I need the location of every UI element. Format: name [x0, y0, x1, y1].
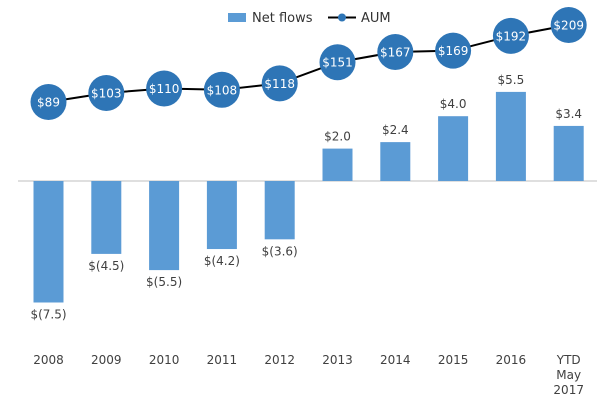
aum-marker [146, 70, 183, 107]
bar-value-label: $4.0 [440, 97, 467, 111]
x-tick-label: 2016 [496, 353, 527, 367]
x-axis: 2008 2009 2010 2011 2012 2013 2014 2015 2016 YTDM… [33, 353, 584, 397]
legend: Net flows AUM [228, 11, 391, 26]
x-tick-label: 2008 [33, 353, 64, 367]
aum-marker [261, 65, 298, 102]
x-tick-label: May [556, 368, 581, 382]
aum-value-label: $108 [207, 83, 238, 97]
aum-value-label: $167 [380, 45, 411, 59]
aum-marker [319, 44, 356, 81]
bar-net-flows [33, 181, 64, 303]
x-tick-label: 2015 [438, 353, 469, 367]
x-tick-label: 2014 [380, 353, 411, 367]
aum-marker [203, 71, 240, 108]
bars [33, 91, 584, 303]
bar-labels: $(7.5) $(4.5) $(5.5) $(4.2) $(3.6) $2.0 $2.4 $4… [30, 73, 582, 322]
x-tick-label: 2010 [149, 353, 180, 367]
bar-value-label: $3.4 [555, 107, 582, 121]
bar-net-flows [91, 181, 122, 254]
aum-series: $89 $103 $110 $108 $118 $151 $167 $169 $192 $209 [30, 7, 587, 120]
x-tick-label: 2011 [207, 353, 238, 367]
aum-marker [492, 17, 529, 54]
aum-value-label: $118 [264, 77, 295, 91]
aum-marker [550, 7, 587, 43]
aum-value-label: $192 [496, 29, 527, 43]
legend-marker-aum [338, 13, 346, 22]
bar-value-label: $2.4 [382, 123, 409, 137]
bar-value-label: $5.5 [498, 73, 525, 87]
bar-net-flows [553, 125, 584, 181]
aum-marker [30, 84, 67, 120]
aum-value-label: $89 [37, 96, 60, 110]
aum-line [48, 24, 569, 103]
legend-label-aum: AUM [361, 11, 391, 26]
aum-marker [88, 75, 125, 112]
bar-value-label: $(3.6) [262, 244, 298, 258]
bar-value-label: $(4.5) [88, 259, 124, 273]
x-tick-label: 2013 [322, 353, 353, 367]
bar-net-flows [495, 91, 526, 181]
x-tick-label: 2012 [264, 353, 295, 367]
bar-net-flows [149, 181, 180, 271]
bar-net-flows [438, 116, 469, 181]
bar-value-label: $(4.2) [204, 254, 240, 268]
bar-value-label: $2.0 [324, 130, 351, 144]
aum-value-label: $110 [149, 82, 180, 96]
aum-value-label: $151 [322, 56, 353, 70]
aum-value-label: $169 [438, 44, 469, 58]
bar-net-flows [206, 181, 237, 250]
aum-marker [377, 33, 414, 70]
bar-net-flows [322, 148, 353, 181]
x-tick-label: 2009 [91, 353, 122, 367]
x-tick-label: YTD [556, 353, 581, 367]
x-tick-label: 2017 [553, 383, 584, 397]
legend-label-net-flows: Net flows [252, 11, 313, 26]
bar-net-flows [264, 181, 295, 240]
aum-marker [435, 32, 472, 69]
bar-value-label: $(5.5) [146, 275, 182, 289]
aum-value-label: $103 [91, 87, 122, 101]
bar-net-flows [380, 142, 411, 181]
legend-swatch-net-flows [228, 13, 246, 22]
aum-value-label: $209 [553, 19, 584, 33]
bar-value-label: $(7.5) [30, 308, 66, 322]
